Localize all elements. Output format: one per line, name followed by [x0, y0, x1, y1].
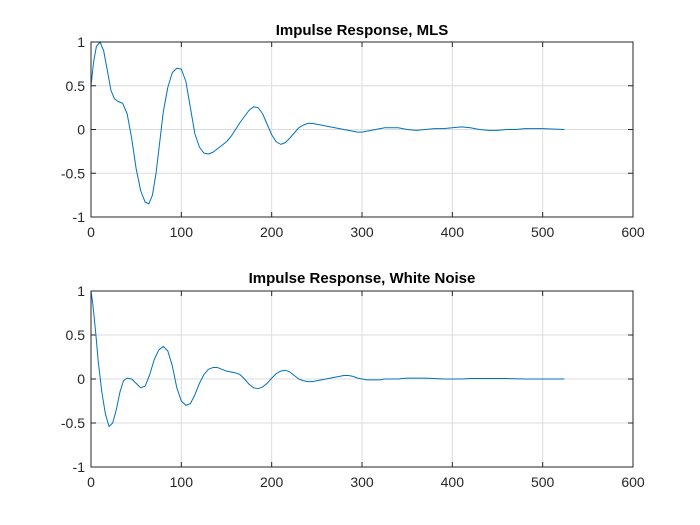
x-tick-label: 200 — [260, 224, 284, 240]
y-tick-label: -0.5 — [61, 165, 85, 181]
y-tick-label: 1 — [77, 34, 85, 50]
x-tick-label: 500 — [531, 224, 555, 240]
x-tick-label: 400 — [441, 474, 465, 490]
y-tick-label: 0 — [77, 371, 85, 387]
y-tick-label: -1 — [73, 209, 86, 225]
x-tick-label: 0 — [87, 474, 95, 490]
ticks: 0 100 200 300 400 500 600 -1 -0.5 0 0.5 1 — [61, 34, 645, 240]
plot-frame — [90, 41, 634, 218]
series-group — [90, 41, 565, 205]
series-line — [90, 41, 565, 205]
series-line — [90, 290, 565, 428]
x-tick-label: 400 — [441, 224, 465, 240]
y-tick-label: 0 — [77, 122, 85, 138]
y-tick-label: 1 — [77, 283, 85, 299]
chart-white-noise: Impulse Response, White Noise 0 100 200 300… — [61, 270, 645, 490]
y-tick-label: 0.5 — [66, 327, 86, 343]
chart-title: Impulse Response, White Noise — [249, 270, 476, 287]
ticks: 0 100 200 300 400 500 600 -1 -0.5 0 0.5 1 — [61, 283, 645, 490]
x-tick-label: 600 — [621, 474, 645, 490]
y-tick-label: -0.5 — [61, 415, 85, 431]
y-tick-label: 0.5 — [66, 78, 86, 94]
series-group — [90, 290, 565, 428]
chart-title: Impulse Response, MLS — [276, 22, 449, 39]
x-tick-label: 600 — [621, 224, 645, 240]
chart-mls: Impulse Response, MLS 0 100 200 300 400 500 60… — [61, 22, 645, 240]
x-tick-label: 300 — [350, 474, 374, 490]
x-tick-label: 500 — [531, 474, 555, 490]
x-tick-label: 300 — [350, 224, 374, 240]
y-tick-label: -1 — [73, 459, 86, 475]
x-tick-label: 100 — [170, 224, 194, 240]
x-tick-label: 100 — [170, 474, 194, 490]
x-tick-label: 200 — [260, 474, 284, 490]
x-tick-label: 0 — [87, 224, 95, 240]
plot-frame — [90, 290, 634, 468]
